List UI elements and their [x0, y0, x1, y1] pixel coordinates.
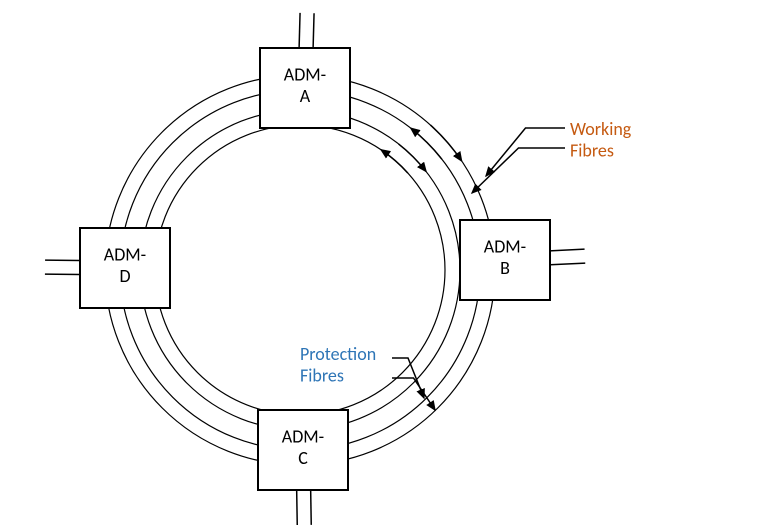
direction-arrows: [381, 125, 462, 173]
adm-b-node: ADM-B: [460, 220, 550, 300]
adm-c-node: ADM-C: [258, 410, 348, 490]
adm-nodes: ADM-A ADM-B ADM-C ADM-D: [80, 48, 550, 490]
adm-d-node: ADM-D: [80, 228, 170, 308]
adm-a-node: ADM-A: [260, 48, 350, 128]
protection-fibres-label: ProtectionFibres: [300, 343, 376, 387]
working-fibres-label: WorkingFibres: [570, 118, 632, 162]
